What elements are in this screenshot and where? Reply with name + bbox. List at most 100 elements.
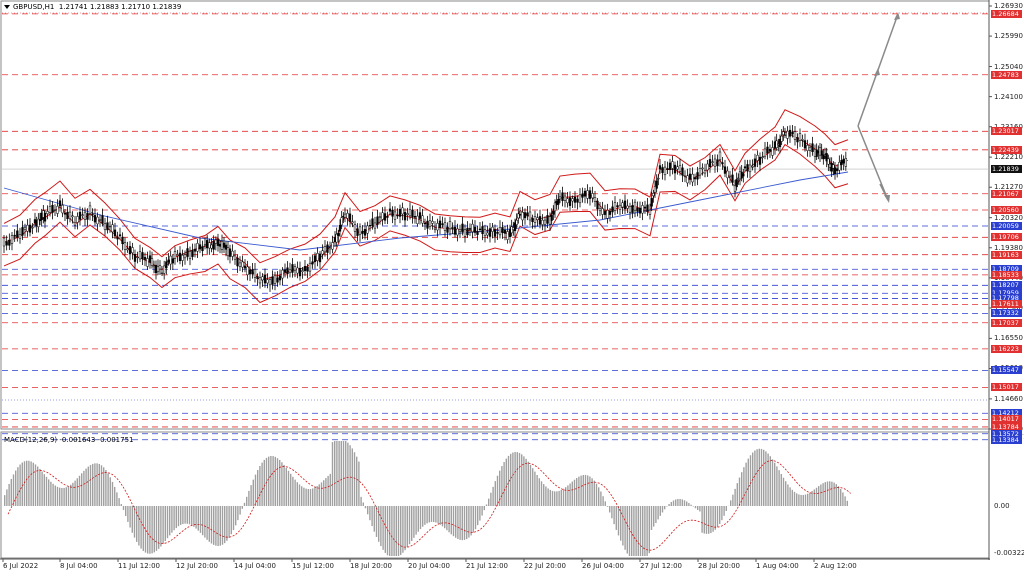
candle-body [806, 144, 809, 151]
candle-body [451, 227, 454, 229]
macd-bar [824, 482, 826, 506]
candle-body [106, 222, 109, 231]
candle-body [335, 233, 338, 243]
candle-body [431, 221, 434, 224]
candle-body [203, 244, 207, 247]
macd-bar [111, 481, 114, 506]
macd-bar [543, 484, 545, 506]
bollinger-middle [3, 131, 849, 281]
macd-bar [565, 487, 567, 506]
candle-body [518, 214, 522, 216]
macd-bar [831, 481, 833, 506]
macd-bar [336, 441, 338, 506]
symbol-header[interactable]: GBPUSD,H1 1.21741 1.21883 1.21710 1.2183… [4, 3, 181, 11]
macd-bar [74, 480, 76, 506]
macd-bar [767, 453, 769, 506]
level-price-box: 1.22439 [991, 145, 1022, 154]
macd-bar [723, 506, 725, 516]
macd-bar [21, 462, 23, 506]
candle-body [103, 223, 107, 230]
dropdown-triangle-icon[interactable] [4, 5, 10, 9]
macd-bar [459, 506, 461, 540]
time-tick-label: 28 Jul 20:00 [698, 562, 740, 570]
macd-bar [127, 506, 129, 522]
macd-bar [70, 484, 72, 506]
macd-bar [298, 484, 301, 506]
macd-bar [690, 504, 692, 506]
macd-bar [228, 506, 230, 538]
forecast-arrow-up[interactable] [857, 69, 879, 127]
level-price-box: 1.15547 [991, 366, 1022, 375]
candle-body [768, 148, 772, 152]
macd-bar [235, 506, 237, 526]
macd-bar [719, 506, 721, 524]
candle-body [283, 269, 287, 273]
candle-body [238, 262, 242, 267]
macd-bar [439, 506, 441, 525]
candle-body [763, 148, 767, 157]
forecast-arrow-up-2[interactable] [877, 13, 899, 71]
macd-bar [309, 488, 312, 506]
macd-bar [76, 478, 78, 506]
candle-body [652, 193, 655, 196]
macd-bar [173, 506, 175, 531]
candle-body [71, 215, 74, 218]
candle-body [668, 162, 672, 170]
macd-bar [323, 480, 325, 506]
candle-body [413, 216, 417, 218]
candle-body [208, 242, 211, 249]
level-price-box: 1.14017 [991, 415, 1022, 424]
macd-tick-label: -0.003224 [994, 549, 1024, 557]
macd-bar [252, 479, 254, 506]
level-price-box: 1.16223 [991, 344, 1022, 353]
macd-bar [639, 506, 642, 556]
macd-bar [232, 506, 235, 531]
macd-bar [699, 506, 701, 512]
macd-bar [536, 474, 538, 506]
candle-body [337, 233, 340, 236]
candle-body [368, 225, 372, 227]
macd-bar [807, 493, 809, 506]
macd-bar [375, 506, 378, 537]
macd-bar [738, 477, 741, 506]
macd-bar [30, 461, 32, 506]
candle-body [428, 220, 432, 227]
candle-body [383, 213, 387, 221]
macd-bar [510, 453, 512, 506]
candle-body [646, 204, 649, 212]
candle-body [788, 129, 792, 137]
macd-bar [488, 498, 490, 506]
candle-body [398, 208, 402, 217]
macd-bar [758, 448, 760, 506]
macd-bar [28, 460, 30, 506]
candle-body [718, 151, 722, 160]
candle-body [143, 257, 147, 260]
candle-body [791, 131, 794, 135]
macd-bar [582, 475, 584, 506]
macd-bar [554, 491, 556, 506]
level-price-box: 1.20560 [991, 205, 1022, 214]
forecast-arrow-down[interactable] [857, 125, 889, 201]
candle-body [81, 214, 84, 216]
candle-body [116, 236, 119, 240]
candle-body [98, 219, 102, 221]
candle-body [573, 196, 577, 203]
macd-bar [730, 500, 732, 506]
macd-bar [532, 468, 534, 506]
macd-bar [789, 487, 791, 506]
macd-bar [430, 506, 433, 522]
candle-body [150, 258, 154, 266]
candle-body [636, 207, 639, 212]
candle-body [101, 215, 104, 224]
level-price-box: 1.15017 [991, 383, 1022, 392]
macd-bar [334, 441, 336, 506]
macd-values: -0.001643 -0.001751 [59, 436, 134, 444]
macd-bar [765, 451, 767, 506]
macd-bar [257, 470, 259, 506]
bollinger-upper [3, 109, 849, 264]
candle-body [631, 205, 634, 213]
candle-body [68, 211, 72, 220]
candle-body [426, 220, 429, 229]
macd-bar [413, 506, 415, 538]
